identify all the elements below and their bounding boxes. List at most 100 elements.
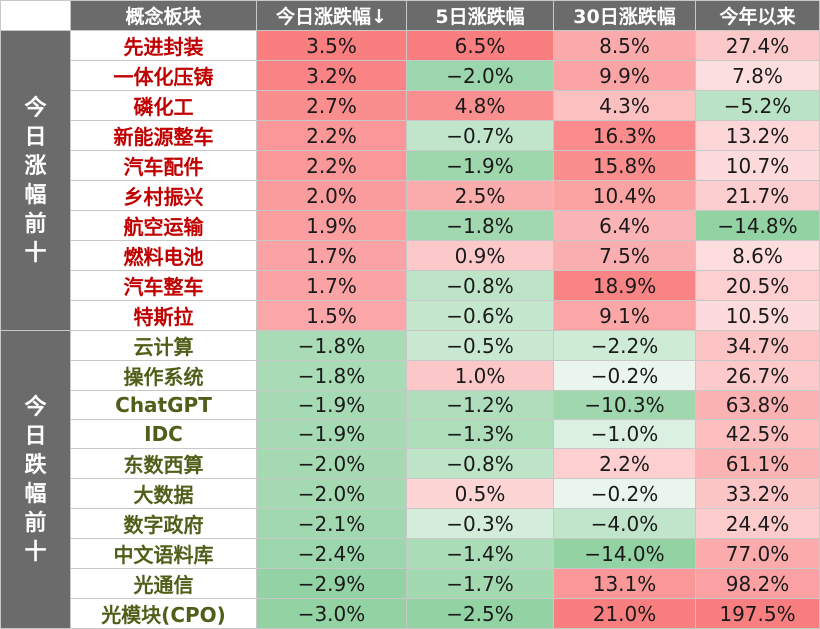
concept-name[interactable]: ChatGPT — [70, 390, 257, 420]
header-30day-change[interactable]: 30日涨跌幅 — [553, 0, 696, 31]
five-day-change-cell: 4.8% — [406, 90, 554, 121]
today-change-cell: 2.0% — [256, 180, 407, 211]
table-row[interactable]: 新能源整车 2.2% −0.7% 16.3% 13.2% — [1, 120, 820, 151]
today-change-cell: −2.9% — [256, 568, 407, 599]
table-row[interactable]: 乡村振兴 2.0% 2.5% 10.4% 21.7% — [1, 180, 820, 211]
concept-name[interactable]: 汽车整车 — [70, 270, 257, 301]
today-change-cell: −1.8% — [256, 360, 407, 391]
table-row[interactable]: 大数据 −2.0% 0.5% −0.2% 33.2% — [1, 478, 820, 509]
concept-name[interactable]: 中文语料库 — [70, 538, 257, 569]
five-day-change-cell: 2.5% — [406, 180, 554, 211]
today-change-cell: 3.2% — [256, 60, 407, 91]
thirty-day-change-cell: −10.3% — [553, 390, 696, 420]
header-concept[interactable]: 概念板块 — [70, 0, 257, 31]
today-change-cell: −3.0% — [256, 598, 407, 629]
thirty-day-change-cell: 4.3% — [553, 90, 696, 121]
header-row: 概念板块 今日涨跌幅↓ 5日涨跌幅 30日涨跌幅 今年以来 — [0, 0, 820, 31]
table-row[interactable]: 航空运输 1.9% −1.8% 6.4% −14.8% — [1, 210, 820, 241]
ytd-change-cell: 8.6% — [695, 240, 820, 271]
concept-name[interactable]: 一体化压铸 — [70, 60, 257, 91]
thirty-day-change-cell: 15.8% — [553, 150, 696, 181]
table-row[interactable]: 一体化压铸 3.2% −2.0% 9.9% 7.8% — [1, 60, 820, 91]
concept-name[interactable]: 乡村振兴 — [70, 180, 257, 211]
ytd-change-cell: 13.2% — [695, 120, 820, 151]
thirty-day-change-cell: −0.2% — [553, 478, 696, 509]
concept-name[interactable]: 特斯拉 — [70, 300, 257, 331]
group-label-down: 今日跌幅前十 — [0, 330, 71, 629]
table-row[interactable]: 光通信 −2.9% −1.7% 13.1% 98.2% — [1, 568, 820, 599]
ytd-change-cell: 61.1% — [695, 448, 820, 479]
concept-name[interactable]: 航空运输 — [70, 210, 257, 241]
concept-name[interactable]: 磷化工 — [70, 90, 257, 121]
concept-name[interactable]: 汽车配件 — [70, 150, 257, 181]
ytd-change-cell: 26.7% — [695, 360, 820, 391]
five-day-change-cell: −0.7% — [406, 120, 554, 151]
table-body: 今日涨幅前十先进封装 3.5% 6.5% 8.5% 27.4% 一体化压铸 3.2% −2.0… — [0, 30, 820, 629]
today-change-cell: −1.8% — [256, 330, 407, 361]
table-row[interactable]: 光模块(CPO) −3.0% −2.5% 21.0% 197.5% — [1, 598, 820, 629]
today-change-cell: −2.1% — [256, 508, 407, 539]
five-day-change-cell: −0.8% — [406, 270, 554, 301]
concept-name[interactable]: 燃料电池 — [70, 240, 257, 271]
thirty-day-change-cell: 10.4% — [553, 180, 696, 211]
table-row[interactable]: ChatGPT −1.9% −1.2% −10.3% 63.8% — [1, 390, 820, 420]
concept-name[interactable]: 大数据 — [70, 478, 257, 509]
today-change-cell: 2.7% — [256, 90, 407, 121]
concept-name[interactable]: 光模块(CPO) — [70, 598, 257, 629]
thirty-day-change-cell: −4.0% — [553, 508, 696, 539]
ytd-change-cell: 24.4% — [695, 508, 820, 539]
five-day-change-cell: 6.5% — [406, 30, 554, 61]
five-day-change-cell: 0.9% — [406, 240, 554, 271]
ytd-change-cell: 77.0% — [695, 538, 820, 569]
table-row[interactable]: 东数西算 −2.0% −0.8% 2.2% 61.1% — [1, 448, 820, 479]
concept-name[interactable]: 数字政府 — [70, 508, 257, 539]
thirty-day-change-cell: 6.4% — [553, 210, 696, 241]
table-row[interactable]: 汽车整车 1.7% −0.8% 18.9% 20.5% — [1, 270, 820, 301]
thirty-day-change-cell: 18.9% — [553, 270, 696, 301]
thirty-day-change-cell: 7.5% — [553, 240, 696, 271]
ytd-change-cell: 34.7% — [695, 330, 820, 361]
concept-name[interactable]: IDC — [70, 419, 257, 449]
concept-name[interactable]: 东数西算 — [70, 448, 257, 479]
table-row[interactable]: 中文语料库 −2.4% −1.4% −14.0% 77.0% — [1, 538, 820, 569]
five-day-change-cell: −0.8% — [406, 448, 554, 479]
ytd-change-cell: 20.5% — [695, 270, 820, 301]
thirty-day-change-cell: 21.0% — [553, 598, 696, 629]
today-change-cell: 1.9% — [256, 210, 407, 241]
concept-name[interactable]: 操作系统 — [70, 360, 257, 391]
table-row[interactable]: 今日涨幅前十先进封装 3.5% 6.5% 8.5% 27.4% — [0, 30, 820, 331]
today-change-cell: −2.0% — [256, 478, 407, 509]
table-row[interactable]: 特斯拉 1.5% −0.6% 9.1% 10.5% — [1, 300, 820, 331]
table-row[interactable]: 数字政府 −2.1% −0.3% −4.0% 24.4% — [1, 508, 820, 539]
header-5day-change[interactable]: 5日涨跌幅 — [406, 0, 554, 31]
table-row[interactable]: IDC −1.9% −1.3% −1.0% 42.5% — [1, 419, 820, 449]
concept-name[interactable]: 光通信 — [70, 568, 257, 599]
today-change-cell: −1.9% — [256, 419, 407, 449]
today-change-cell: 1.5% — [256, 300, 407, 331]
concept-name[interactable]: 先进封装 — [70, 30, 257, 61]
concept-name[interactable]: 新能源整车 — [70, 120, 257, 151]
ytd-change-cell: 27.4% — [695, 30, 820, 61]
thirty-day-change-cell: 9.1% — [553, 300, 696, 331]
today-change-cell: 2.2% — [256, 150, 407, 181]
today-change-cell: −2.0% — [256, 448, 407, 479]
thirty-day-change-cell: 16.3% — [553, 120, 696, 151]
thirty-day-change-cell: −1.0% — [553, 419, 696, 449]
header-today-change[interactable]: 今日涨跌幅↓ — [256, 0, 407, 31]
thirty-day-change-cell: 2.2% — [553, 448, 696, 479]
table-row[interactable]: 燃料电池 1.7% 0.9% 7.5% 8.6% — [1, 240, 820, 271]
table-row[interactable]: 今日跌幅前十云计算 −1.8% −0.5% −2.2% 34.7% — [0, 330, 820, 629]
five-day-change-cell: −1.3% — [406, 419, 554, 449]
five-day-change-cell: −0.3% — [406, 508, 554, 539]
five-day-change-cell: −0.5% — [406, 330, 554, 361]
ytd-change-cell: 33.2% — [695, 478, 820, 509]
thirty-day-change-cell: −14.0% — [553, 538, 696, 569]
thirty-day-change-cell: −0.2% — [553, 360, 696, 391]
table-row[interactable]: 汽车配件 2.2% −1.9% 15.8% 10.7% — [1, 150, 820, 181]
table-row[interactable]: 磷化工 2.7% 4.8% 4.3% −5.2% — [1, 90, 820, 121]
header-corner — [0, 0, 71, 31]
header-ytd-change[interactable]: 今年以来 — [695, 0, 820, 31]
table-row[interactable]: 操作系统 −1.8% 1.0% −0.2% 26.7% — [1, 360, 820, 391]
ytd-change-cell: 10.5% — [695, 300, 820, 331]
concept-name[interactable]: 云计算 — [70, 330, 257, 361]
